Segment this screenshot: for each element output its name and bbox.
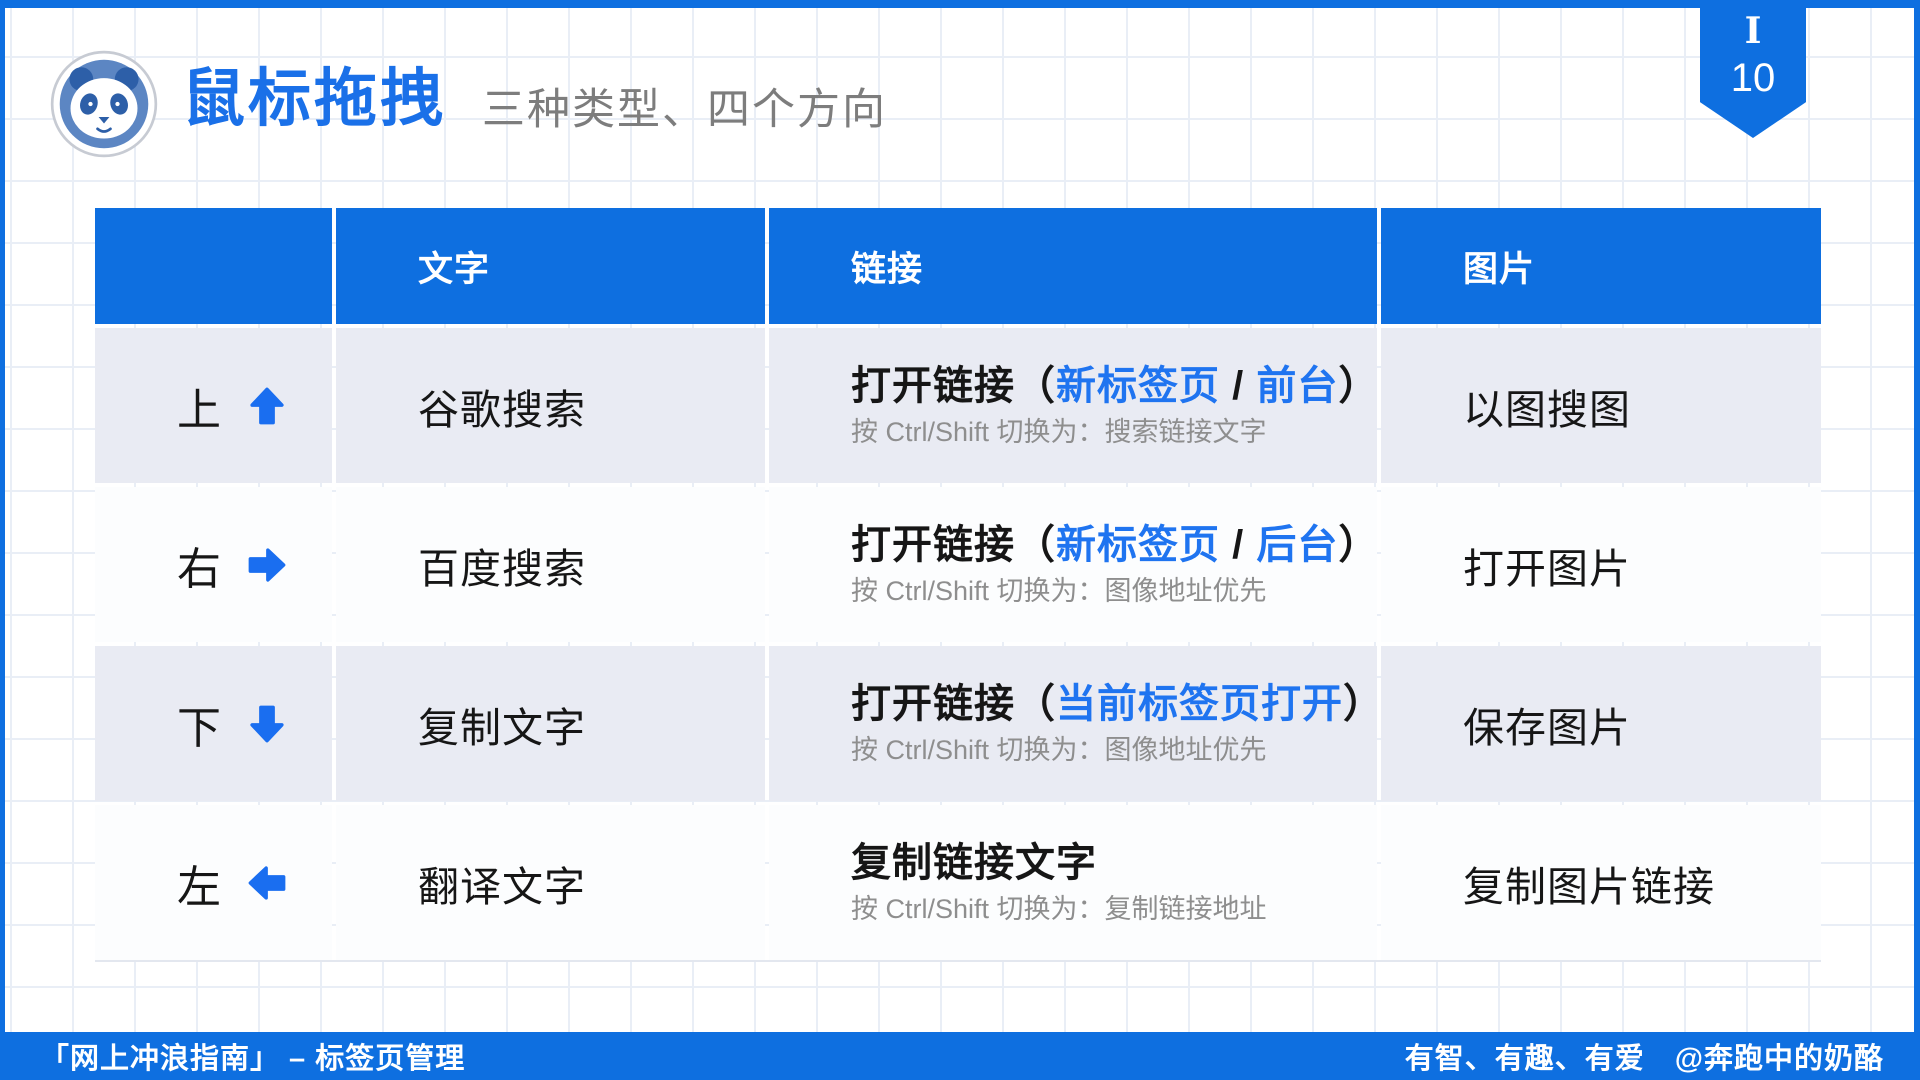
footer-bar: 「网上冲浪指南」 – 标签页管理 有智、有趣、有爱 @奔跑中的奶酪: [0, 1032, 1920, 1080]
link-segment: ）: [1343, 681, 1384, 726]
footer-left-text: 「网上冲浪指南」 – 标签页管理: [40, 1043, 466, 1075]
right-border: [1914, 0, 1920, 1080]
page-badge: I 10: [1700, 0, 1806, 138]
direction-label: 右: [177, 544, 221, 594]
image-action-cell: 打开图片: [1381, 487, 1821, 642]
text-action-cell: 谷歌搜索: [336, 328, 765, 483]
arrow-right-icon: [248, 547, 286, 582]
link-main-text: 打开链接（新标签页 / 前台）: [851, 362, 1379, 410]
table-header-link: 链接: [769, 208, 1377, 324]
link-note: 按 Ctrl/Shift 切换为：搜索链接文字: [851, 416, 1267, 447]
link-segment: /: [1220, 522, 1257, 567]
text-action-cell: 百度搜索: [336, 487, 765, 642]
arrow-down-icon: [250, 705, 284, 742]
link-segment: 复制链接文字: [851, 840, 1097, 885]
link-note: 按 Ctrl/Shift 切换为：图像地址优先: [851, 575, 1267, 606]
link-segment: 打开链接（: [851, 363, 1056, 408]
link-segment: 当前标签页打开: [1056, 681, 1343, 726]
link-main-text: 打开链接（新标签页 / 后台）: [851, 521, 1379, 569]
panda-icon: [50, 50, 158, 158]
direction-cell: 左: [95, 805, 332, 960]
link-action-cell: 打开链接（当前标签页打开） 按 Ctrl/Shift 切换为：图像地址优先: [769, 646, 1383, 801]
page-title: 鼠标拖拽: [182, 64, 446, 134]
page-number: 10: [1730, 55, 1776, 100]
image-action-cell: 以图搜图: [1381, 328, 1821, 483]
link-segment: 打开链接（: [851, 522, 1056, 567]
direction-label: 左: [177, 862, 221, 912]
table-header-text: 文字: [336, 208, 765, 324]
left-border: [0, 0, 5, 1080]
link-segment: ）: [1338, 363, 1380, 408]
link-action-cell: 复制链接文字 按 Ctrl/Shift 切换为：复制链接地址: [769, 805, 1377, 960]
text-action-cell: 翻译文字: [336, 805, 765, 960]
link-main-text: 打开链接（当前标签页打开）: [851, 680, 1384, 728]
direction-cell: 右: [95, 487, 332, 642]
text-action-cell: 复制文字: [336, 646, 765, 801]
link-main-text: 复制链接文字: [851, 839, 1097, 887]
link-segment: ）: [1338, 522, 1380, 567]
direction-label: 上: [177, 385, 221, 435]
link-note: 按 Ctrl/Shift 切换为：图像地址优先: [851, 734, 1267, 765]
direction-label: 下: [177, 703, 221, 753]
link-action-cell: 打开链接（新标签页 / 后台） 按 Ctrl/Shift 切换为：图像地址优先: [769, 487, 1379, 642]
footer-right-text: 有智、有趣、有爱 @奔跑中的奶酪: [1404, 1043, 1884, 1075]
direction-cell: 下: [95, 646, 332, 801]
link-segment: 打开链接（: [851, 681, 1056, 726]
arrow-up-icon: [250, 387, 284, 424]
link-segment: /: [1220, 363, 1257, 408]
table-header-image: 图片: [1381, 208, 1821, 324]
image-action-cell: 保存图片: [1381, 646, 1821, 801]
table-header-direction: [95, 208, 332, 324]
link-action-cell: 打开链接（新标签页 / 前台） 按 Ctrl/Shift 切换为：搜索链接文字: [769, 328, 1379, 483]
gesture-table: 文字 链接 图片 上 谷歌搜索 打开链接（新标签页 / 前台） 按 Ctrl/S…: [95, 208, 1821, 960]
image-action-cell: 复制图片链接: [1381, 805, 1821, 960]
link-segment: 新标签页: [1056, 522, 1220, 567]
direction-cell: 上: [95, 328, 332, 483]
link-segment: 前台: [1256, 363, 1339, 408]
section-label: I: [1744, 10, 1762, 52]
arrow-left-icon: [248, 865, 286, 900]
link-segment: 新标签页: [1056, 363, 1220, 408]
link-note: 按 Ctrl/Shift 切换为：复制链接地址: [851, 893, 1267, 924]
page-subtitle: 三种类型、四个方向: [482, 86, 887, 134]
link-segment: 后台: [1256, 522, 1339, 567]
top-border: [0, 0, 1920, 8]
